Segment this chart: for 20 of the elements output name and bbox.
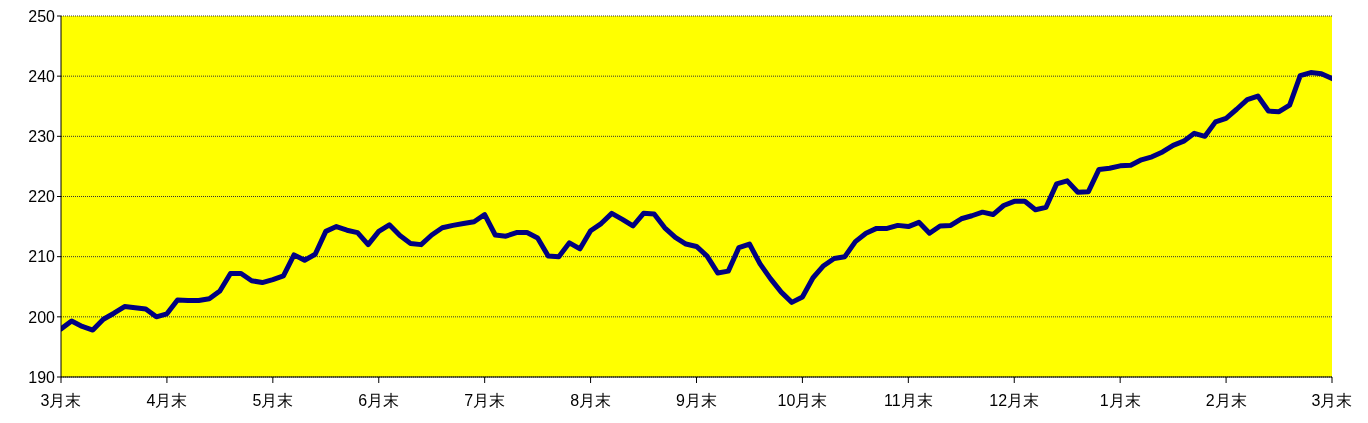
x-tick-label: 1月末: [1099, 392, 1141, 410]
x-tick-label: 2月末: [1205, 392, 1247, 410]
x-tick-label: 12月末: [989, 392, 1040, 410]
x-tick-label: 3月末: [40, 392, 82, 410]
y-tick-label: 250: [28, 7, 56, 25]
y-tick-label: 210: [28, 248, 56, 266]
y-tick-label: 230: [28, 128, 56, 146]
x-tick-label: 9月末: [676, 392, 717, 410]
x-tick-label: 10月末: [777, 392, 828, 410]
x-tick-label: 7月末: [464, 392, 506, 410]
y-tick-label: 240: [28, 67, 56, 85]
x-tick-label: 6月末: [358, 392, 400, 410]
y-tick-label: 200: [28, 308, 56, 326]
x-tick-label: 11月末: [884, 392, 933, 410]
y-tick-label: 190: [28, 368, 56, 386]
y-tick-label: 220: [28, 188, 56, 206]
x-tick-label: 4月末: [146, 392, 188, 410]
x-tick-label: 5月末: [252, 392, 294, 410]
x-tick-label: 8月末: [570, 392, 612, 410]
x-tick-label: 3月末: [1311, 392, 1353, 410]
